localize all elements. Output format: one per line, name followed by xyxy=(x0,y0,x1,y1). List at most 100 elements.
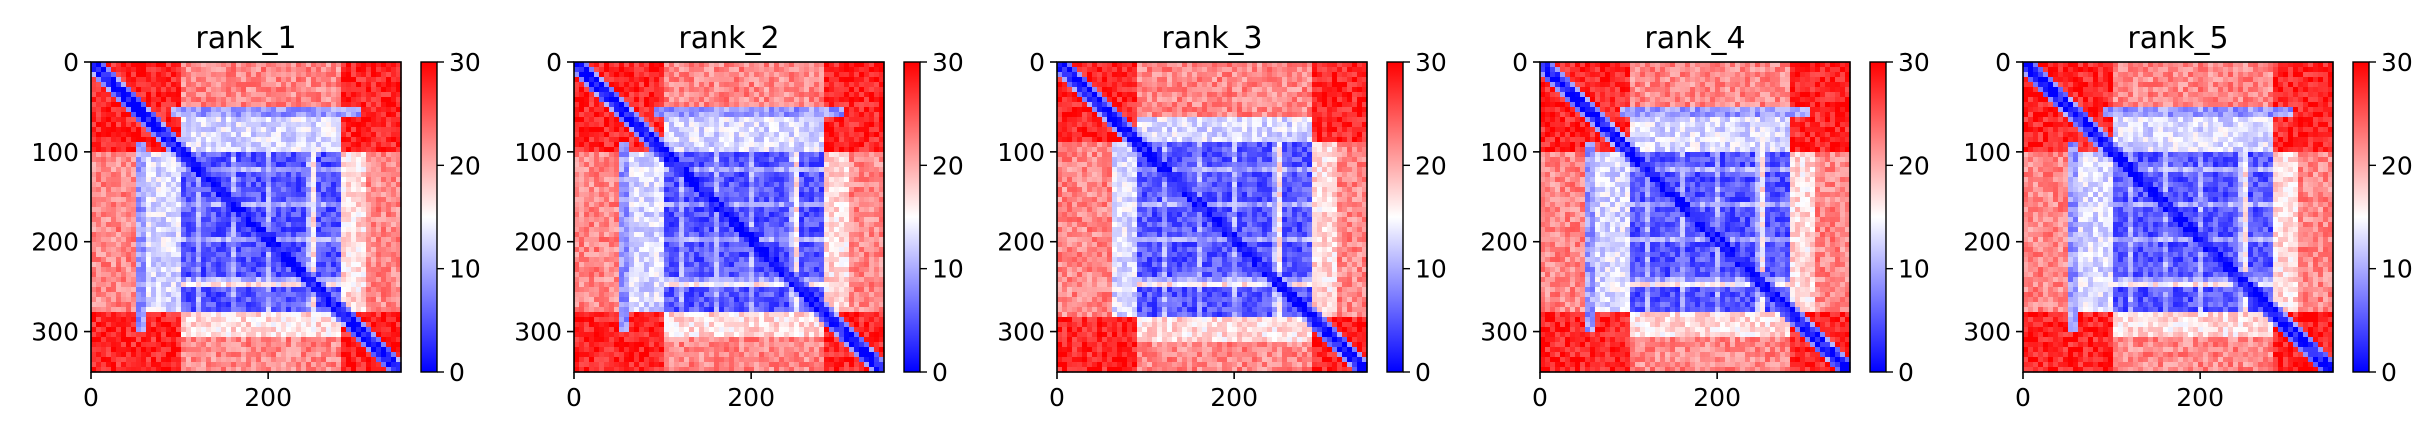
heatmap-cell xyxy=(111,97,117,103)
heatmap-cell xyxy=(391,322,397,328)
heatmap-cell xyxy=(256,357,262,363)
heatmap-cell xyxy=(141,217,147,223)
heatmap-cell xyxy=(316,187,322,193)
heatmap-cell xyxy=(291,217,297,223)
heatmap-cell xyxy=(316,317,322,323)
heatmap-cell xyxy=(261,317,267,323)
heatmap-cell xyxy=(181,347,187,353)
heatmap-cell xyxy=(191,362,197,368)
heatmap-cell xyxy=(589,142,595,148)
heatmap-cell xyxy=(381,142,387,148)
heatmap-cell xyxy=(201,77,207,83)
heatmap-cell xyxy=(101,292,107,298)
heatmap-cell xyxy=(769,62,775,68)
heatmap-cell xyxy=(729,122,735,128)
heatmap-cell xyxy=(201,177,207,183)
heatmap-cell xyxy=(121,257,127,263)
heatmap-cell xyxy=(251,337,257,343)
heatmap-cell xyxy=(91,222,97,228)
heatmap-cell xyxy=(281,112,287,118)
heatmap-cell xyxy=(196,157,202,163)
heatmap-cell xyxy=(594,127,600,133)
heatmap-cell xyxy=(211,307,217,313)
heatmap-cell xyxy=(346,312,352,318)
heatmap-cell xyxy=(381,182,387,188)
heatmap-cell xyxy=(366,112,372,118)
heatmap-cell xyxy=(869,107,875,113)
heatmap-cell xyxy=(226,117,232,123)
heatmap-cell xyxy=(251,197,257,203)
heatmap-cell xyxy=(684,97,690,103)
heatmap-cell xyxy=(196,62,202,68)
heatmap-cell xyxy=(136,327,142,333)
heatmap-cell xyxy=(171,237,177,243)
heatmap-cell xyxy=(336,152,342,158)
heatmap-cell xyxy=(306,127,312,133)
heatmap-cell xyxy=(381,362,387,368)
heatmap-cell xyxy=(166,107,172,113)
heatmap-cell xyxy=(151,262,157,268)
heatmap-cell xyxy=(91,202,97,208)
heatmap-cell xyxy=(386,267,392,273)
heatmap-cell xyxy=(136,142,142,148)
heatmap-cell xyxy=(629,127,635,133)
heatmap-cell xyxy=(301,182,307,188)
heatmap-cell xyxy=(236,292,242,298)
heatmap-cell xyxy=(251,207,257,213)
heatmap-cell xyxy=(296,242,302,248)
heatmap-cell xyxy=(291,92,297,98)
heatmap-cell xyxy=(176,177,182,183)
heatmap-cell xyxy=(316,247,322,253)
heatmap-cell xyxy=(176,337,182,343)
heatmap-cell xyxy=(336,182,342,188)
heatmap-cell xyxy=(171,267,177,273)
heatmap-cell xyxy=(634,127,640,133)
heatmap-cell xyxy=(161,292,167,298)
heatmap-cell xyxy=(121,82,127,88)
heatmap-cell xyxy=(266,357,272,363)
heatmap-cell xyxy=(126,157,132,163)
heatmap-cell xyxy=(649,107,655,113)
heatmap-cell xyxy=(101,322,107,328)
heatmap-cell xyxy=(699,107,705,113)
heatmap-cell xyxy=(251,77,257,83)
heatmap-cell xyxy=(256,207,262,213)
heatmap-cell xyxy=(301,92,307,98)
heatmap-cell xyxy=(306,132,312,138)
heatmap-cell xyxy=(216,357,222,363)
heatmap-cell xyxy=(321,247,327,253)
heatmap-cell xyxy=(341,267,347,273)
heatmap-cell xyxy=(216,327,222,333)
heatmap-cell xyxy=(231,327,237,333)
heatmap-cell xyxy=(311,317,317,323)
heatmap-cell xyxy=(326,317,332,323)
heatmap-cell xyxy=(116,167,122,173)
heatmap-cell xyxy=(654,92,660,98)
heatmap-cell xyxy=(216,177,222,183)
heatmap-cell xyxy=(396,272,402,278)
heatmap-cell xyxy=(211,347,217,353)
heatmap-cell xyxy=(874,92,880,98)
heatmap-cell xyxy=(306,282,312,288)
heatmap-cell xyxy=(734,107,740,113)
heatmap-cell xyxy=(216,227,222,233)
heatmap-cell xyxy=(604,117,610,123)
heatmap-cell xyxy=(161,92,167,98)
heatmap-cell xyxy=(376,177,382,183)
heatmap-cell xyxy=(166,292,172,298)
heatmap-cell xyxy=(236,252,242,258)
heatmap-cell xyxy=(779,97,785,103)
heatmap-cell xyxy=(301,62,307,68)
heatmap-cell xyxy=(376,212,382,218)
heatmap-cell xyxy=(251,262,257,268)
heatmap-cell xyxy=(216,137,222,143)
heatmap-cell xyxy=(869,87,875,93)
heatmap-cell xyxy=(156,157,162,163)
heatmap-cell xyxy=(316,302,322,308)
heatmap-cell xyxy=(156,112,162,118)
heatmap-cell xyxy=(619,122,625,128)
heatmap-cell xyxy=(281,162,287,168)
heatmap-cell xyxy=(281,337,287,343)
heatmap-cell xyxy=(121,112,127,118)
heatmap-cell xyxy=(176,147,182,153)
